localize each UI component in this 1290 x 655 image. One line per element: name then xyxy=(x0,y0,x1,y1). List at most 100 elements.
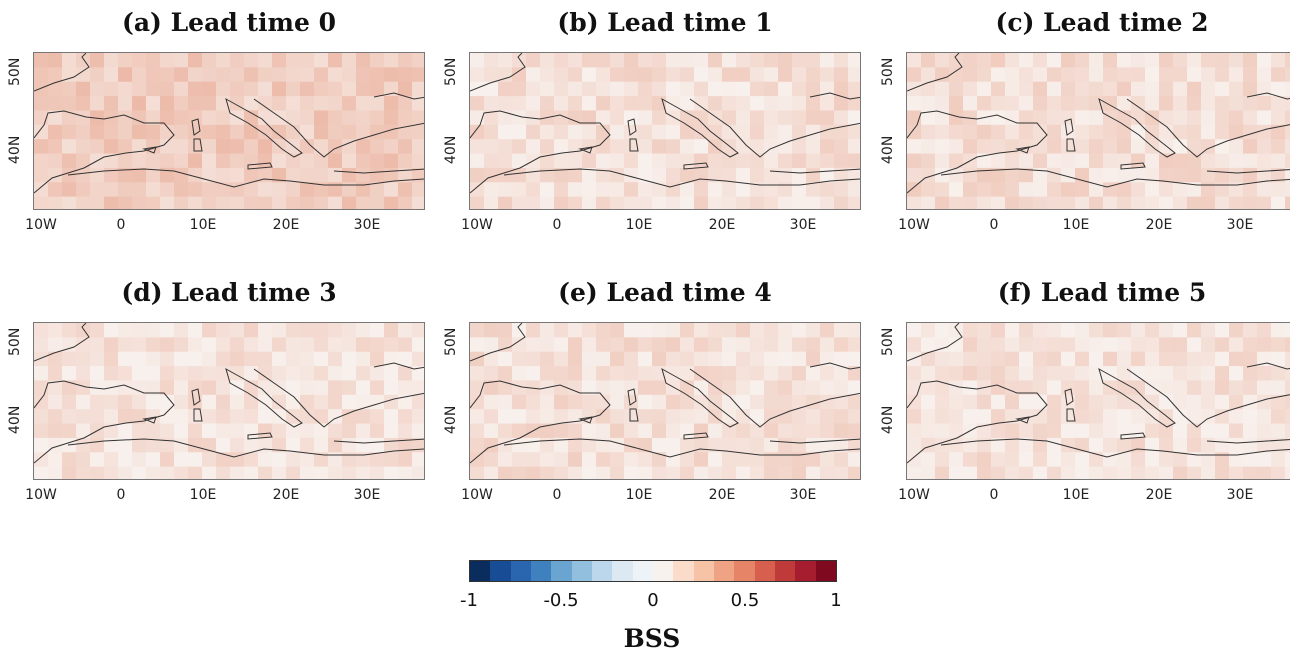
grid-cell xyxy=(792,96,807,112)
grid-cell xyxy=(286,53,301,68)
colorbar-tick: 0 xyxy=(647,590,659,611)
grid-cell xyxy=(244,409,259,425)
grid-cell xyxy=(314,110,329,126)
grid-cell xyxy=(160,196,175,209)
grid-cell xyxy=(412,196,424,209)
grid-cell xyxy=(792,153,807,169)
grid-cell xyxy=(638,53,653,68)
grid-cell xyxy=(174,351,189,367)
lon-tick-label: 10W xyxy=(25,217,57,233)
grid-cell xyxy=(470,351,485,367)
grid-cell xyxy=(160,380,175,396)
grid-cell xyxy=(1187,452,1202,468)
grid-cell xyxy=(118,81,133,97)
grid-cell xyxy=(258,182,273,198)
lon-tick-label: 20E xyxy=(272,217,300,233)
grid-cell xyxy=(1285,323,1290,338)
grid-cell xyxy=(370,323,385,338)
grid-cell xyxy=(1103,423,1118,439)
grid-cell xyxy=(512,167,527,183)
grid-cell xyxy=(638,366,653,382)
grid-cell xyxy=(216,53,231,68)
grid-cell xyxy=(610,110,625,126)
grid-cell xyxy=(848,423,860,439)
grid-cell xyxy=(216,394,231,410)
grid-cell xyxy=(554,323,569,338)
grid-cell xyxy=(1061,351,1076,367)
grid-cell xyxy=(1117,153,1132,169)
grid-cell xyxy=(314,409,329,425)
grid-cell xyxy=(638,337,653,353)
coastline xyxy=(470,323,526,362)
grid-cell xyxy=(398,196,413,209)
grid-cell xyxy=(708,466,723,479)
grid-cell xyxy=(764,167,779,183)
grid-cell xyxy=(1285,196,1290,209)
grid-cell xyxy=(272,153,287,169)
grid-cell xyxy=(1215,167,1230,183)
grid-cell xyxy=(778,53,793,68)
grid-cell xyxy=(370,409,385,425)
bss-grid xyxy=(34,53,424,209)
grid-cell xyxy=(1131,466,1146,479)
grid-cell xyxy=(1117,466,1132,479)
grid-cell xyxy=(132,423,147,439)
grid-cell xyxy=(258,452,273,468)
grid-cell xyxy=(638,110,653,126)
grid-cell xyxy=(666,110,681,126)
grid-cell xyxy=(160,409,175,425)
grid-cell xyxy=(722,196,737,209)
grid-cell xyxy=(230,394,245,410)
coastline xyxy=(1126,368,1290,428)
grid-cell xyxy=(174,452,189,468)
grid-cell xyxy=(1131,81,1146,97)
grid-cell xyxy=(834,351,849,367)
grid-cell xyxy=(1019,351,1034,367)
grid-cell xyxy=(582,182,597,198)
grid-cell xyxy=(1187,67,1202,83)
grid-cell xyxy=(342,323,357,338)
lat-tick-label: 40N xyxy=(7,135,23,164)
grid-cell xyxy=(230,81,245,97)
grid-cell xyxy=(118,96,133,112)
grid-cell xyxy=(356,196,371,209)
grid-cell xyxy=(935,81,950,97)
grid-cell xyxy=(342,437,357,453)
grid-cell xyxy=(1131,409,1146,425)
grid-cell xyxy=(118,380,133,396)
grid-cell xyxy=(90,81,105,97)
grid-cell xyxy=(1019,96,1034,112)
grid-cell xyxy=(1187,423,1202,439)
map-area xyxy=(33,322,425,480)
grid-cell xyxy=(963,437,978,453)
grid-cell xyxy=(1089,323,1104,338)
grid-cell xyxy=(244,452,259,468)
grid-cell xyxy=(470,139,485,155)
grid-cell xyxy=(188,53,203,68)
grid-cell xyxy=(412,153,424,169)
grid-cell xyxy=(244,182,259,198)
grid-cell xyxy=(1089,452,1104,468)
grid-cell xyxy=(666,96,681,112)
grid-cell xyxy=(596,196,611,209)
grid-cell xyxy=(764,466,779,479)
grid-cell xyxy=(708,323,723,338)
grid-cell xyxy=(1187,351,1202,367)
grid-cell xyxy=(1243,81,1258,97)
grid-cell xyxy=(174,67,189,83)
grid-cell xyxy=(526,167,541,183)
grid-cell xyxy=(202,110,217,126)
grid-cell xyxy=(1285,337,1290,353)
grid-cell xyxy=(610,124,625,140)
grid-cell xyxy=(638,196,653,209)
grid-cell xyxy=(314,167,329,183)
grid-cell xyxy=(907,466,922,479)
grid-cell xyxy=(370,96,385,112)
grid-cell xyxy=(286,96,301,112)
lat-tick-label: 40N xyxy=(7,405,23,434)
grid-cell xyxy=(666,437,681,453)
grid-cell xyxy=(512,437,527,453)
grid-cell xyxy=(300,196,315,209)
grid-cell xyxy=(202,182,217,198)
grid-cell xyxy=(1033,437,1048,453)
